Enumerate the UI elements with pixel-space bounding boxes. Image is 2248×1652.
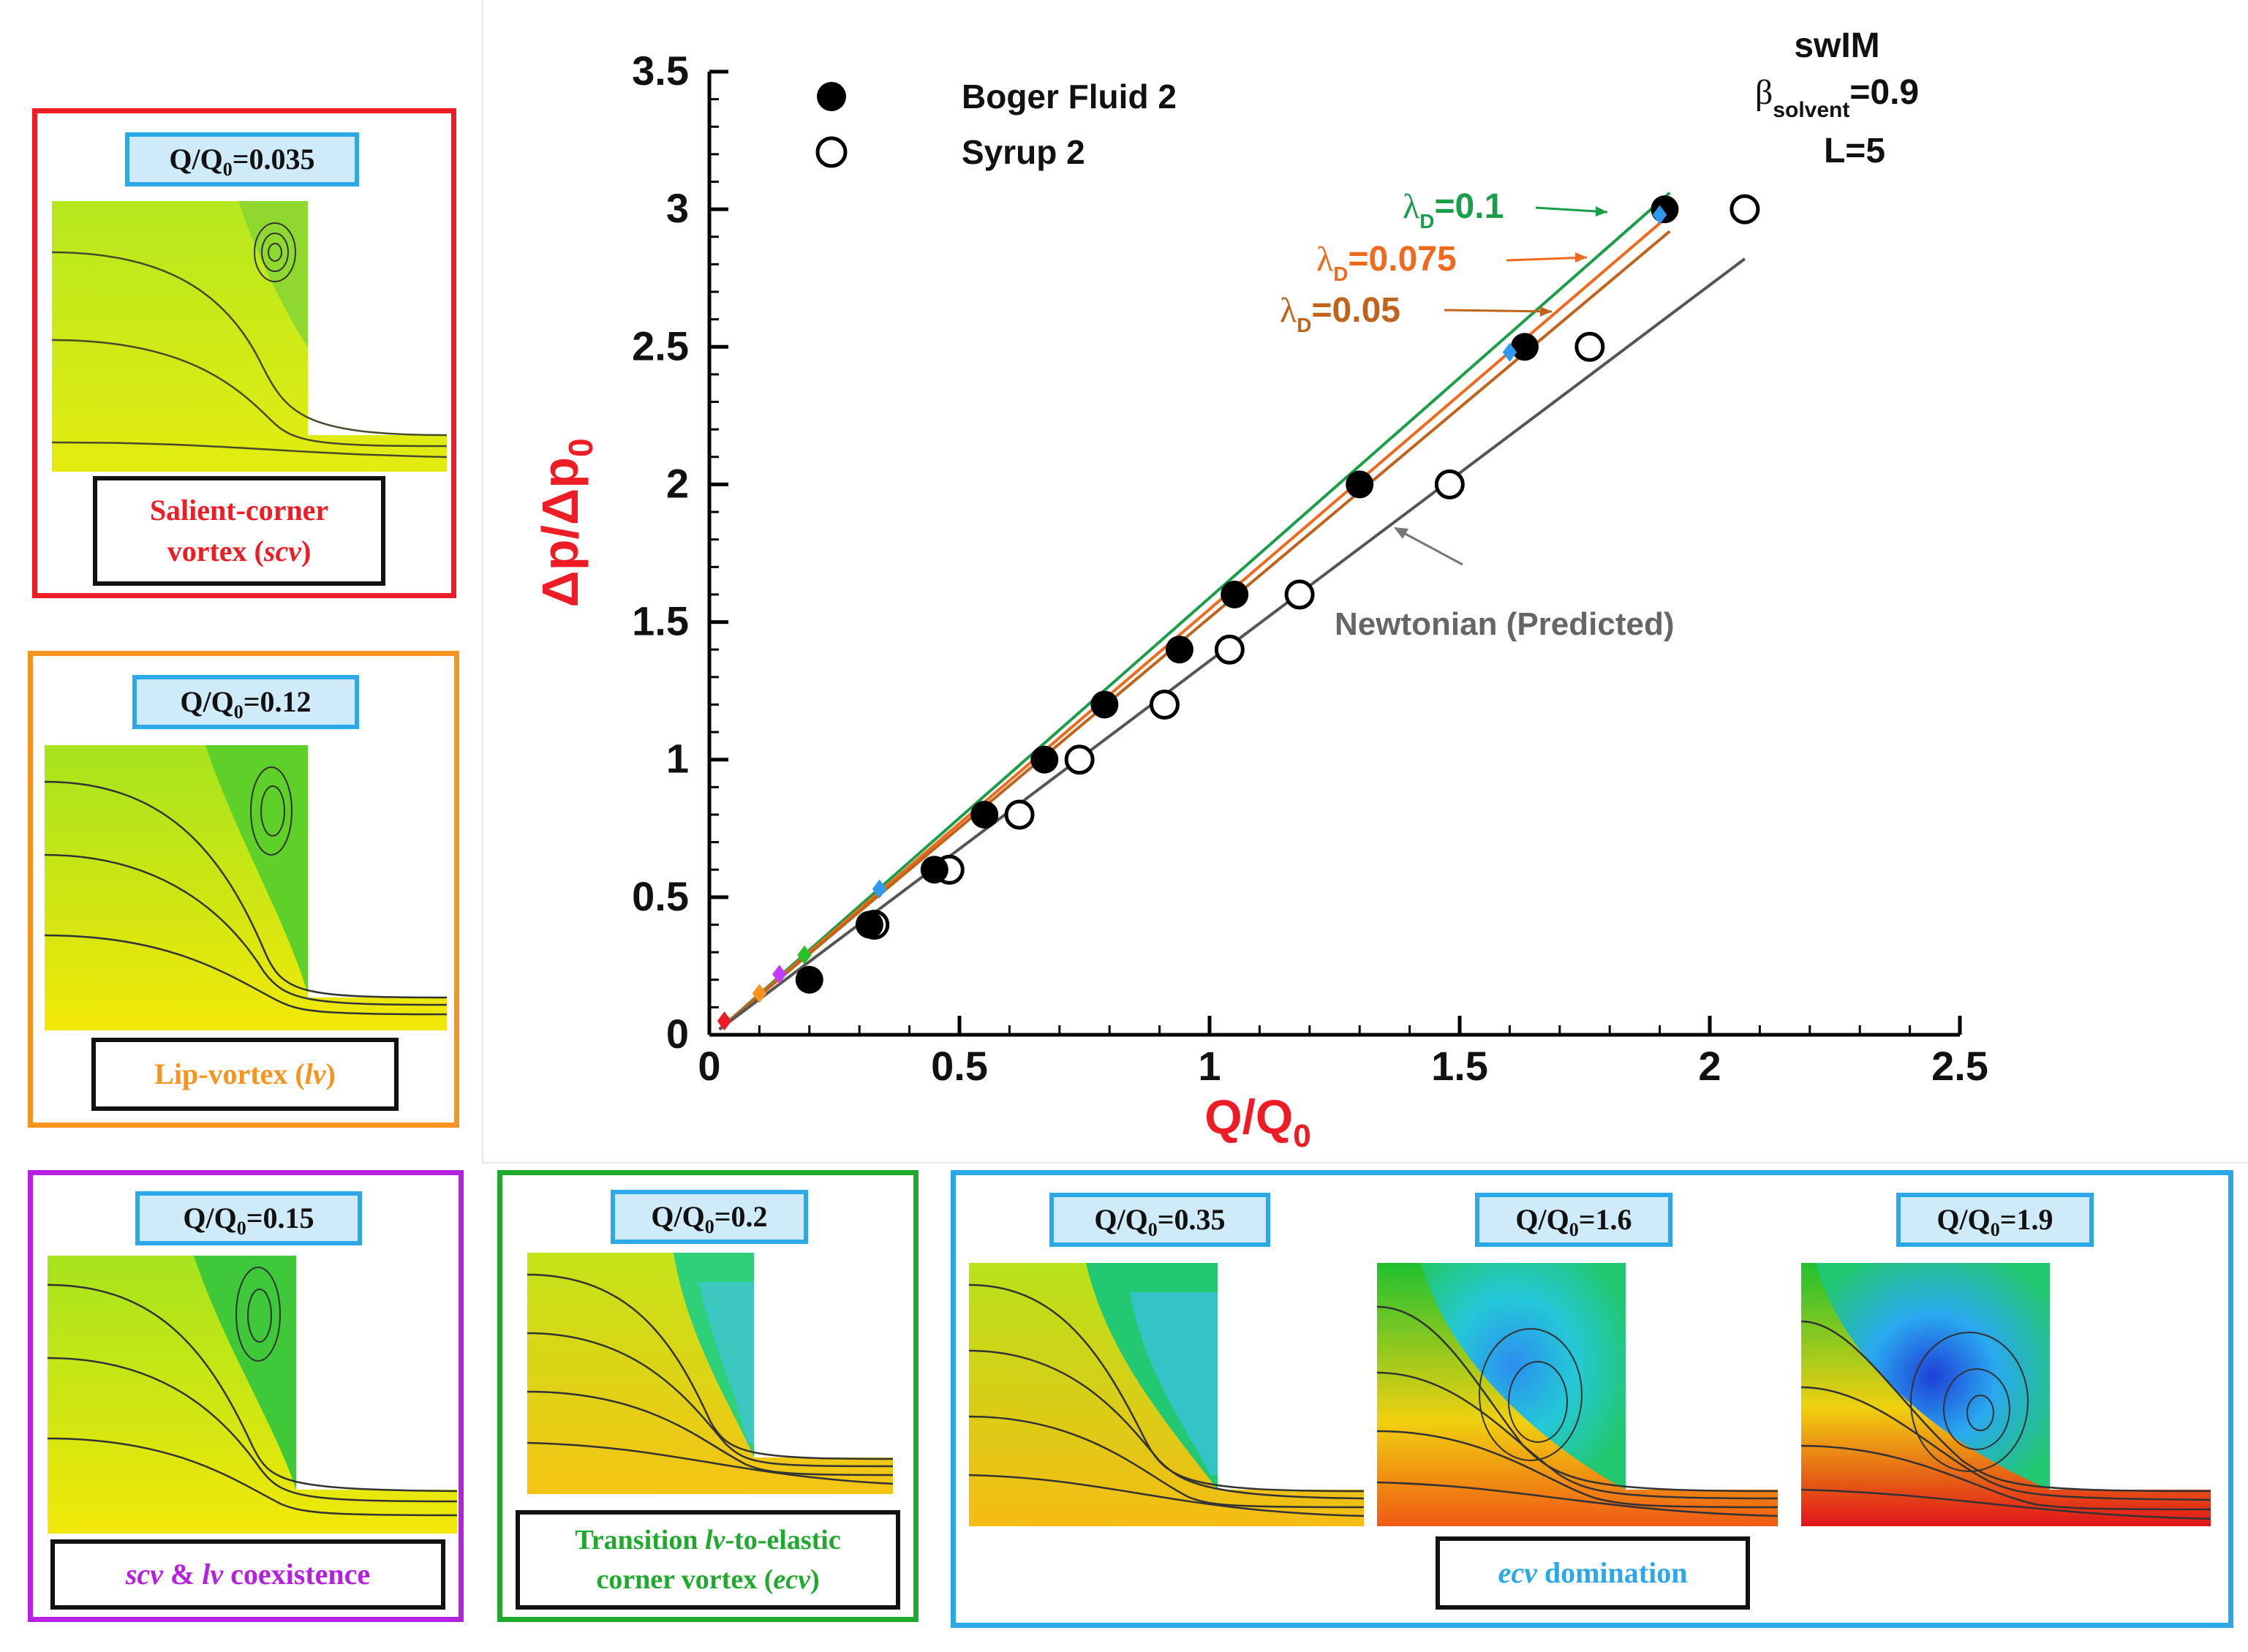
flow-rate-label: Q/Q0=1.9 bbox=[1896, 1193, 2094, 1247]
flow-rate-marker bbox=[717, 1011, 732, 1031]
x-axis-title: Q/Q0 bbox=[1204, 1090, 1311, 1154]
vortex-caption: Transition lv-to-elastic corner vortex (… bbox=[516, 1510, 900, 1610]
newtonian-label: Newtonian (Predicted) bbox=[1335, 606, 1675, 642]
y-tick-label: 0.5 bbox=[632, 873, 689, 919]
flow-rate-label: Q/Q0=0.15 bbox=[135, 1191, 362, 1245]
beta-solvent: βsolvent=0.9 bbox=[1755, 73, 1919, 122]
boger-point bbox=[1346, 470, 1374, 499]
boger-point bbox=[1221, 580, 1249, 608]
syrup-point bbox=[1284, 579, 1315, 610]
streamline-plot bbox=[1377, 1263, 1778, 1526]
syrup-point bbox=[1064, 744, 1095, 775]
flow-rate-label: Q/Q0=0.2 bbox=[611, 1190, 808, 1244]
streamline-plot bbox=[527, 1253, 893, 1494]
boger-point bbox=[920, 856, 948, 884]
boger-point bbox=[970, 800, 999, 829]
boger-point bbox=[1030, 745, 1059, 774]
syrup-point bbox=[1574, 331, 1605, 362]
lambda-label-0.05: λD=0.05 bbox=[1280, 291, 1400, 336]
legend-marker-syrup bbox=[815, 136, 848, 168]
y-tick-label: 1.5 bbox=[632, 598, 689, 644]
boger-point bbox=[1165, 635, 1193, 664]
model-name: swIM bbox=[1794, 26, 1879, 65]
x-tick-label: 1 bbox=[1198, 1043, 1221, 1089]
x-tick-label: 1.5 bbox=[1431, 1043, 1488, 1089]
panel-ecv: Q/Q0=0.35 Q/Q0=1.6 Q/Q0=1.9 bbox=[951, 1170, 2233, 1628]
streamline-plot bbox=[45, 745, 447, 1030]
panel-lv: Q/Q0=0.12 Lip-vortex (lv) bbox=[28, 651, 459, 1128]
legend-marker-boger bbox=[817, 82, 846, 111]
x-tick-label: 2.5 bbox=[1931, 1043, 1988, 1089]
vortex-caption: Salient-corner vortex (scv) bbox=[93, 476, 385, 586]
lambda-label-0.075: λD=0.075 bbox=[1316, 240, 1457, 285]
x-tick-label: 0 bbox=[698, 1043, 720, 1089]
vortex-caption: ecv domination bbox=[1436, 1536, 1750, 1610]
flow-rate-label: Q/Q0=0.035 bbox=[125, 132, 359, 186]
boger-point bbox=[1510, 333, 1539, 361]
y-tick-label: 2 bbox=[666, 460, 689, 506]
vortex-caption: scv & lv coexistence bbox=[50, 1539, 445, 1610]
flow-rate-marker bbox=[797, 945, 812, 965]
syrup-point bbox=[1434, 469, 1465, 499]
length-value: L=5 bbox=[1824, 132, 1885, 170]
flow-rate-marker bbox=[872, 879, 887, 899]
streamline-plot bbox=[52, 201, 447, 472]
flow-rate-marker bbox=[772, 965, 787, 984]
panel-scv-lv: Q/Q0=0.15 scv & lv coexistence bbox=[28, 1170, 464, 1622]
x-tick-label: 2 bbox=[1698, 1043, 1721, 1089]
lambda-labels: λD=0.1 λD=0.075 λD=0.05 bbox=[1280, 187, 1608, 336]
y-axis-title: Δp/Δp0 bbox=[532, 438, 600, 607]
boger-point bbox=[1090, 690, 1119, 719]
streamline-plot bbox=[48, 1256, 457, 1534]
flow-rate-marker bbox=[1502, 342, 1517, 362]
boger-point bbox=[1651, 195, 1679, 224]
boger-point bbox=[855, 910, 883, 939]
flow-rate-marker bbox=[1652, 205, 1667, 225]
flow-rate-label: Q/Q0=0.35 bbox=[1049, 1193, 1270, 1247]
y-tick-label: 3 bbox=[666, 185, 689, 231]
streamline-plot bbox=[1801, 1263, 2211, 1526]
panel-transition: Q/Q0=0.2 Transition lv-to-elastic corner… bbox=[497, 1170, 919, 1622]
streamline-plot bbox=[969, 1263, 1364, 1526]
legend-label-syrup: Syrup 2 bbox=[962, 133, 1085, 171]
y-tick-label: 3.5 bbox=[632, 48, 689, 94]
y-tick-label: 1 bbox=[666, 736, 689, 782]
panel-scv: Q/Q0=0.035 Salient-corner vortex (scv) bbox=[32, 108, 456, 598]
legend: Boger Fluid 2 Syrup 2 bbox=[815, 78, 1177, 171]
flow-rate-marker bbox=[752, 984, 767, 1003]
syrup-point bbox=[1004, 799, 1035, 830]
lambda-label-0.1: λD=0.1 bbox=[1403, 187, 1504, 233]
syrup-point bbox=[1214, 634, 1245, 665]
y-tick-label: 2.5 bbox=[632, 323, 689, 369]
syrup-point bbox=[1730, 194, 1760, 225]
flow-rate-label: Q/Q0=0.12 bbox=[132, 675, 359, 729]
flow-rate-label: Q/Q0=1.6 bbox=[1475, 1193, 1672, 1247]
series-line bbox=[718, 230, 1671, 1031]
legend-label-boger: Boger Fluid 2 bbox=[962, 78, 1177, 116]
boger-point bbox=[795, 965, 823, 994]
parameters-block: swIM βsolvent=0.9 L=5 bbox=[1755, 26, 1919, 170]
vortex-caption: Lip-vortex (lv) bbox=[91, 1038, 399, 1111]
syrup-point bbox=[1149, 689, 1180, 720]
y-tick-label: 0 bbox=[666, 1011, 689, 1057]
x-tick-label: 0.5 bbox=[931, 1043, 988, 1089]
